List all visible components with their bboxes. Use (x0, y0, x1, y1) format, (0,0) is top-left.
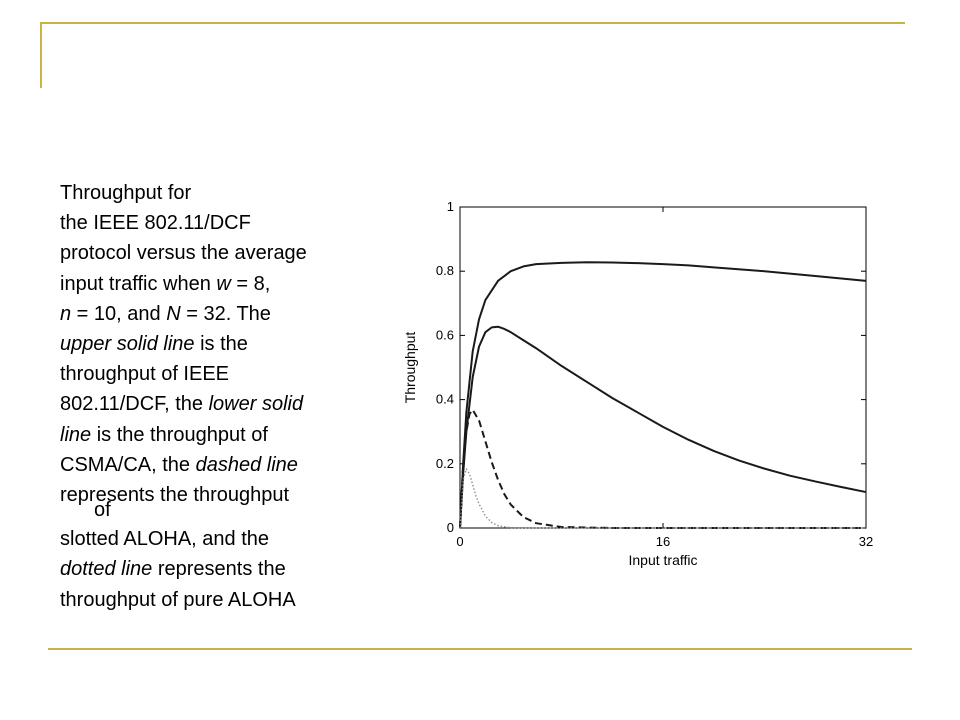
caption-line-2: the IEEE 802.11/DCF (60, 212, 251, 235)
caption-line-11-continuation: of (94, 499, 111, 522)
x-tick-label: 16 (656, 534, 670, 549)
caption-line-10: CSMA/CA, the dashed line (60, 453, 298, 476)
y-tick-label: 0.4 (436, 392, 454, 407)
caption-line-4: input traffic when w = 8, (60, 272, 271, 295)
throughput-chart: 0 0.2 0.4 0.6 0.8 1 0 16 32 Input traffic Throughp… (402, 199, 873, 568)
caption-line-11: represents the throughput (60, 484, 290, 507)
caption-line-7: throughput of IEEE (60, 363, 230, 386)
caption-line-9: line is the throughput of (60, 423, 268, 446)
caption-line-8: 802.11/DCF, the lower solid (60, 393, 304, 416)
caption-line-3: protocol versus the average (60, 242, 307, 265)
top-horizontal-rule (40, 22, 905, 24)
ieee-802-11-dcf-line (459, 261, 867, 529)
x-tick-label: 32 (859, 534, 873, 549)
pure-aloha-line (459, 468, 866, 529)
caption-line-14: throughput of pure ALOHA (60, 588, 296, 611)
x-tick-label: 0 (456, 534, 463, 549)
caption-line-13: dotted line represents the (60, 558, 286, 581)
x-axis-label: Input traffic (628, 552, 697, 568)
left-vertical-rule (40, 22, 42, 88)
y-tick-label: 0 (447, 520, 454, 535)
figure-caption: Throughput for the IEEE 802.11/DCF proto… (60, 178, 380, 615)
caption-line-1: Throughput for (60, 182, 192, 204)
caption-line-6: upper solid line is the (60, 333, 248, 356)
y-axis-label: Throughput (402, 332, 418, 404)
y-tick-label: 0.2 (436, 456, 454, 471)
y-tick-label: 0.8 (436, 263, 454, 278)
csma-ca-line (459, 325, 867, 529)
bottom-horizontal-rule (48, 648, 912, 650)
slotted-aloha-line (459, 408, 866, 529)
y-tick-label: 1 (447, 199, 454, 214)
caption-line-12: slotted ALOHA, and the (60, 528, 270, 551)
y-tick-label: 0.6 (436, 327, 454, 342)
caption-line-5: n = 10, and N = 32. The (60, 302, 271, 325)
